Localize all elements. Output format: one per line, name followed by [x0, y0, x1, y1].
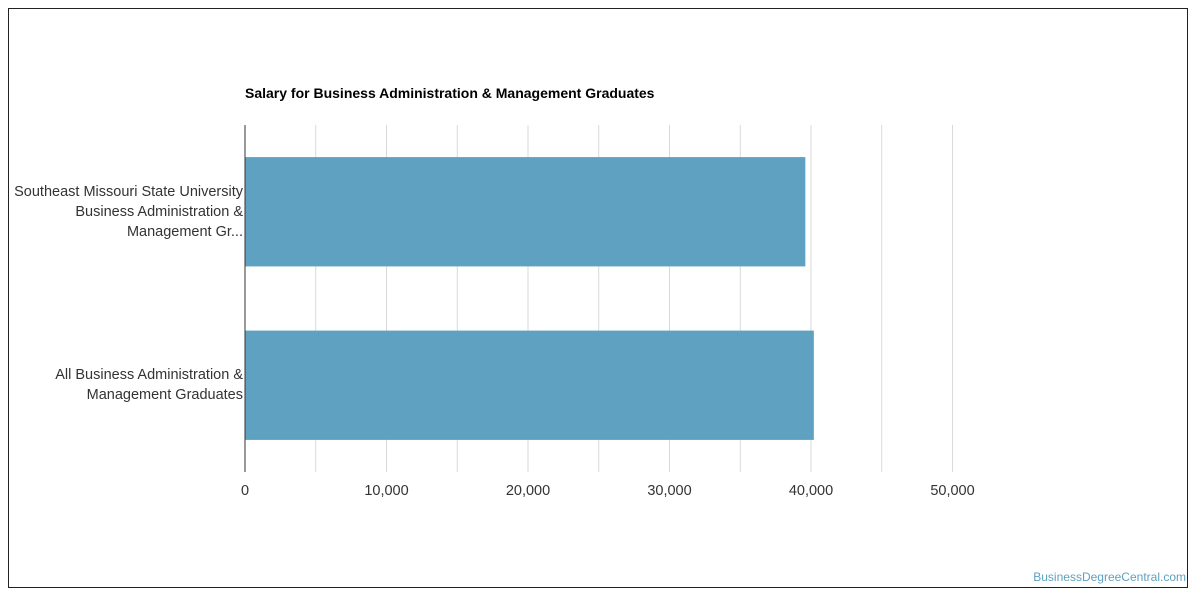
chart-title: Salary for Business Administration & Man… — [245, 85, 655, 101]
category-label-1: Southeast Missouri State University Busi… — [14, 183, 243, 240]
x-tick-label: 50,000 — [930, 483, 974, 499]
bar-1 — [245, 157, 806, 267]
bar-2 — [245, 330, 814, 440]
watermark: BusinessDegreeCentral.com — [1033, 570, 1186, 584]
x-tick-label: 40,000 — [789, 483, 833, 499]
x-tick-label: 10,000 — [364, 483, 408, 499]
chart-frame — [8, 8, 1188, 588]
x-tick-label: 0 — [241, 483, 249, 499]
category-label-2: All Business Administration & Management… — [55, 367, 243, 404]
x-tick-label: 20,000 — [506, 483, 550, 499]
x-tick-label: 30,000 — [647, 483, 691, 499]
